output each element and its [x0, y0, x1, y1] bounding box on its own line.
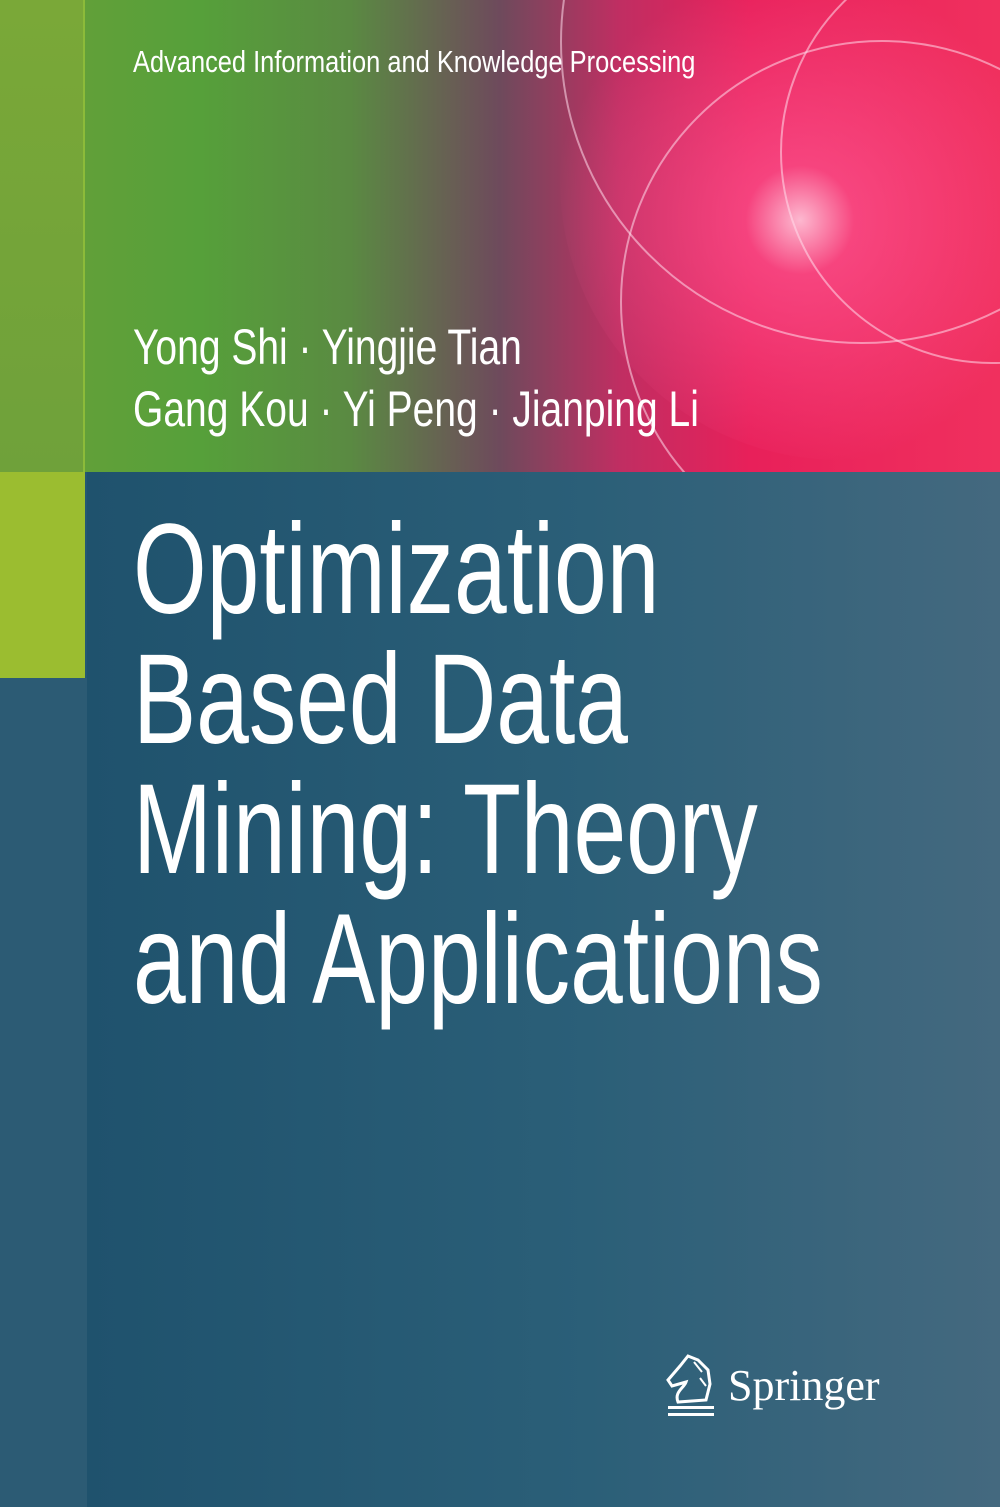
springer-knight-icon — [666, 1354, 714, 1416]
cover-main-panel — [87, 472, 1000, 1507]
left-strip-bottom — [0, 678, 87, 1507]
authors-line-2: Gang Kou · Yi Peng · Jianping Li — [133, 381, 699, 437]
title-line: Based Data — [133, 628, 628, 771]
series-title: Advanced Information and Knowledge Proce… — [133, 44, 696, 79]
cover-header-band — [0, 0, 1000, 472]
title-line: and Applications — [133, 888, 823, 1031]
publisher-name: Springer — [728, 1360, 880, 1410]
title-line: Optimization — [133, 498, 660, 641]
left-strip-top — [0, 0, 85, 472]
publisher-logo: Springer — [664, 1352, 880, 1418]
lime-accent-block — [0, 472, 85, 678]
book-title: Optimization Based Data Mining: Theory a… — [133, 505, 823, 1025]
authors-line-1: Yong Shi · Yingjie Tian — [133, 319, 522, 375]
title-line: Mining: Theory — [133, 758, 758, 901]
